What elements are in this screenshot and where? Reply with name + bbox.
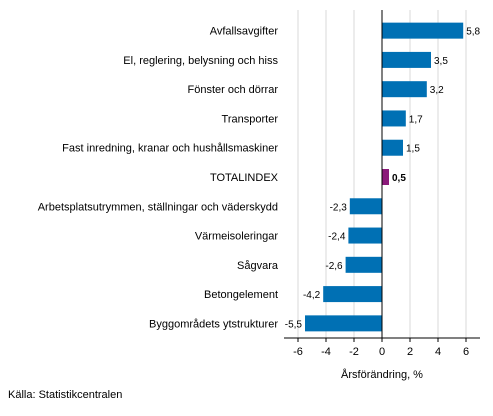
bar [382, 81, 427, 98]
value-label: -5,5 [285, 319, 303, 330]
x-tick-label: 0 [379, 346, 385, 358]
x-tick-label: 6 [463, 346, 469, 358]
bar [382, 169, 389, 185]
axes: -6 -4 -2 0 2 4 6 [284, 10, 480, 358]
bar [323, 286, 382, 303]
category-label: Fast inredning, kranar och hushållsmaski… [62, 143, 278, 155]
category-label: Arbetsplatsutrymmen, ställningar och väd… [38, 201, 278, 213]
bar [382, 22, 464, 39]
x-tick-label: 2 [407, 346, 413, 358]
category-label: TOTALINDEX [210, 172, 279, 184]
value-label: 5,8 [466, 27, 480, 38]
category-labels: Avfallsavgifter El, reglering, belysning … [38, 26, 279, 331]
x-axis-title: Årsförändring, % [341, 368, 423, 381]
bar [345, 256, 382, 273]
bar [348, 227, 382, 244]
category-label: Transporter [222, 113, 279, 125]
value-label: -2,3 [330, 202, 348, 213]
value-label: 1,7 [409, 114, 423, 125]
x-tick-label: -2 [349, 346, 359, 358]
value-label: -2,6 [325, 261, 343, 272]
category-label: Avfallsavgifter [210, 26, 279, 38]
source-note: Källa: Statistikcentralen [8, 389, 123, 401]
bars [305, 22, 464, 332]
category-label: Fönster och dörrar [188, 84, 279, 96]
bar [382, 110, 406, 127]
value-labels: 5,8 3,5 3,2 1,7 1,5 0,5 -2,3 -2,4 -2,6 -4,2 -5,5 [285, 27, 481, 331]
value-label: 0,5 [392, 173, 406, 184]
x-tick-label: 4 [435, 346, 441, 358]
category-label: El, reglering, belysning och hiss [123, 55, 278, 67]
category-label: Sågvara [237, 260, 279, 272]
bar [382, 51, 431, 68]
bar [349, 198, 382, 215]
value-label: 3,5 [434, 56, 448, 67]
value-label: -2,4 [328, 232, 346, 243]
value-label: 3,2 [430, 85, 444, 96]
x-tick-label: -4 [321, 346, 331, 358]
category-label: Värmeisoleringar [195, 231, 278, 243]
x-tick-label: -6 [293, 346, 303, 358]
category-label: Betongelement [204, 289, 278, 301]
bar [382, 139, 403, 156]
bar [305, 315, 382, 332]
category-label: Byggområdets ytstrukturer [149, 318, 278, 330]
value-label: 1,5 [406, 144, 420, 155]
value-label: -4,2 [303, 290, 321, 301]
